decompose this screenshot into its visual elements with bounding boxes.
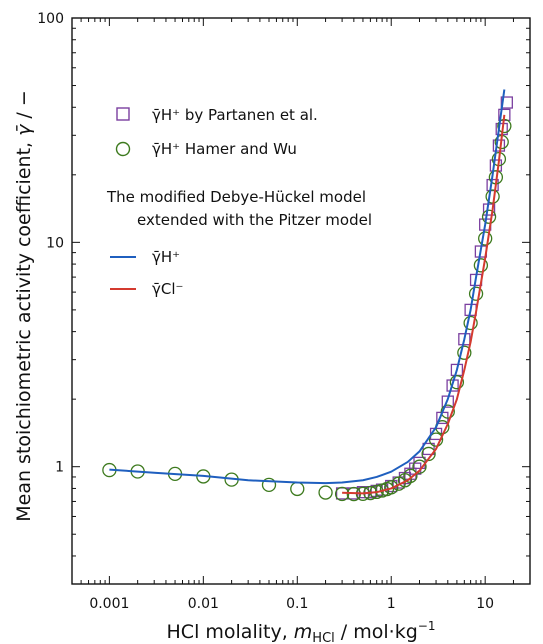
y-tick-label: 10 xyxy=(46,235,64,251)
y-tick-label: 1 xyxy=(55,460,64,476)
series-layer xyxy=(102,89,513,502)
y-axis-ticks: 1 10 100 xyxy=(37,11,530,585)
x-tick-label: 0.1 xyxy=(286,596,308,612)
data-point-circle xyxy=(290,481,305,497)
x-axis-title-post: / mol·kg xyxy=(335,621,418,643)
data-point-circle xyxy=(463,315,478,331)
x-tick-label: 0.001 xyxy=(89,596,129,612)
x-tick-label: 1 xyxy=(387,596,396,612)
series-circle-markers xyxy=(102,118,512,502)
data-point-circle xyxy=(384,480,399,495)
data-point-circle xyxy=(403,468,418,484)
x-axis-title: HCl molality, mHCl / mol·kg−1 xyxy=(167,619,436,644)
legend-label-h-plus-model: γ̄H⁺ xyxy=(152,248,180,266)
legend-label-partanen: γ̄H⁺ by Partanen et al. xyxy=(152,106,318,124)
data-point-square xyxy=(422,442,435,456)
series-line-h-plus xyxy=(109,89,506,485)
data-point-circle xyxy=(481,209,497,224)
x-axis-ticks: 0.001 0.01 0.1 1 10 xyxy=(71,18,531,612)
data-point-circle xyxy=(318,485,333,500)
x-axis-title-pre: HCl molality, xyxy=(167,621,294,643)
data-point-circle xyxy=(478,231,493,246)
x-tick-label: 0.01 xyxy=(188,596,219,612)
series-line-cl-minus xyxy=(342,114,506,495)
data-point-circle xyxy=(449,375,465,390)
y-axis-title-post: / − xyxy=(13,90,35,124)
y-axis-title: Mean stoichiometric activity coefficient… xyxy=(13,90,35,522)
plot-frame xyxy=(71,17,531,585)
data-point-circle xyxy=(421,446,436,462)
data-point-circle xyxy=(468,286,484,301)
legend-model-title-line1: The modified Debye-Hückel model xyxy=(106,188,366,206)
data-point-square xyxy=(446,379,459,392)
data-point-square xyxy=(492,139,506,152)
data-point-circle xyxy=(428,432,444,447)
data-point-circle xyxy=(261,477,277,492)
legend-marker-circle xyxy=(115,141,131,157)
legend-marker-square xyxy=(116,107,130,121)
data-point-square xyxy=(458,333,471,346)
legend-model-title-line2: extended with the Pitzer model xyxy=(137,211,372,229)
x-axis-title-var: m xyxy=(294,621,313,643)
x-tick-label: 10 xyxy=(476,596,494,612)
series-square-markers xyxy=(335,96,513,500)
legend: γ̄H⁺ by Partanen et al. γ̄H⁺ Hamer and W… xyxy=(106,106,372,298)
x-axis-title-sub: HCl xyxy=(312,631,334,644)
x-axis-title-sup: −1 xyxy=(418,619,436,633)
legend-label-cl-minus-model: γ̄Cl⁻ xyxy=(152,280,183,298)
data-point-square xyxy=(500,96,513,109)
data-point-circle xyxy=(440,404,455,419)
y-tick-label: 100 xyxy=(37,11,64,27)
data-point-circle xyxy=(473,258,489,273)
y-axis-title-var: γ̄ xyxy=(13,123,35,136)
y-axis-title-pre: Mean stoichiometric activity coefficient… xyxy=(13,136,35,522)
data-point-circle xyxy=(412,459,427,474)
legend-label-hamer-wu: γ̄H⁺ Hamer and Wu xyxy=(152,140,297,158)
data-point-circle xyxy=(397,473,413,488)
data-point-circle xyxy=(457,345,472,360)
